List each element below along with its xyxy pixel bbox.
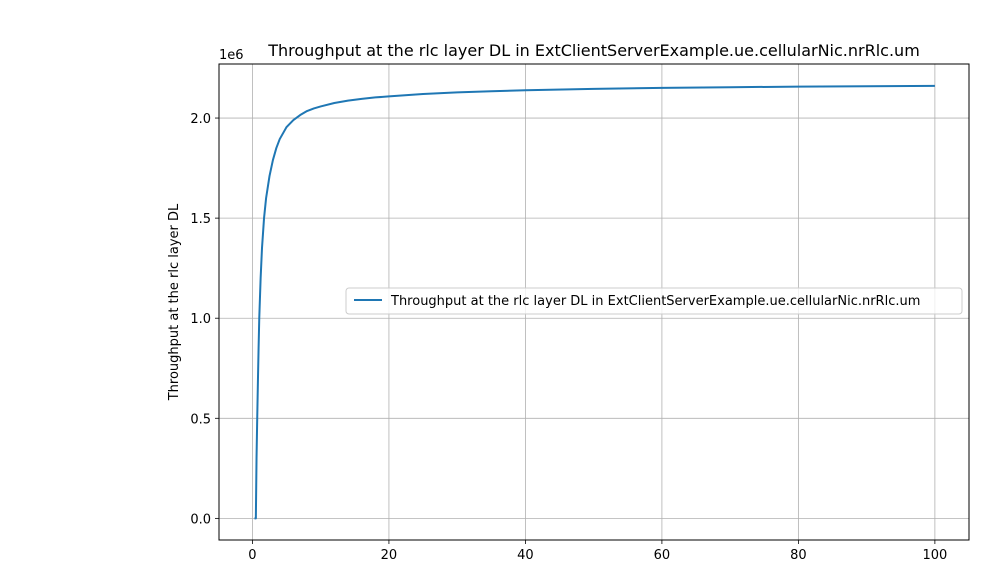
series-layer (254, 84, 935, 520)
x-tick-label: 100 (922, 548, 947, 563)
plot-area-frame (218, 63, 970, 541)
axis-ticks: 0 20 40 60 80 100 0.0 0.5 1.0 1.5 2.0 (190, 112, 947, 563)
x-tick-label: 20 (381, 548, 398, 563)
y-tick-label: 2.0 (190, 112, 211, 127)
y-tick-label: 0.0 (190, 512, 211, 527)
x-tick-label: 0 (248, 548, 256, 563)
legend-label: Throughput at the rlc layer DL in ExtCli… (390, 294, 920, 309)
y-tick-label: 0.5 (190, 412, 211, 427)
legend: Throughput at the rlc layer DL in ExtCli… (345, 287, 963, 315)
y-tick-label: 1.0 (190, 312, 211, 327)
series-line (254, 84, 935, 520)
y-tick-label: 1.5 (190, 212, 211, 227)
legend-box (345, 287, 963, 315)
y-axis-offset-label: 1e6 (219, 48, 244, 63)
y-axis-label: Throughput at the rlc layer DL (167, 203, 182, 401)
x-tick-label: 60 (654, 548, 671, 563)
chart-title: Throughput at the rlc layer DL in ExtCli… (267, 41, 920, 60)
x-tick-label: 80 (790, 548, 807, 563)
x-tick-label: 40 (517, 548, 534, 563)
